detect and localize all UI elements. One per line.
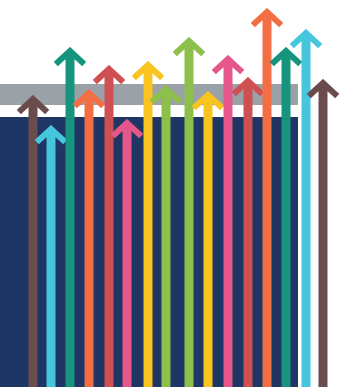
arrow-red-1 xyxy=(92,64,126,387)
arrow-teal-2 xyxy=(269,46,303,387)
arrow-pink-2-head xyxy=(211,54,245,75)
arrow-red-1-shaft xyxy=(104,70,114,387)
arrow-orange-1-head xyxy=(72,88,106,109)
arrow-brown-2-head xyxy=(306,78,340,99)
arrow-orange-2 xyxy=(250,7,284,387)
arrow-orange-1-shaft xyxy=(84,94,94,387)
arrow-yellow-1-shaft xyxy=(143,66,153,387)
arrow-green-1-head xyxy=(149,84,183,105)
arrow-pink-1-head xyxy=(110,118,144,139)
arrow-red-2-shaft xyxy=(243,82,253,387)
arrow-red-2-head xyxy=(231,76,265,97)
arrow-orange-1 xyxy=(72,88,106,387)
arrow-brown-2 xyxy=(306,78,340,387)
arrow-green-2-shaft xyxy=(184,42,194,387)
arrow-yellow-2-shaft xyxy=(203,96,213,387)
arrows-group xyxy=(16,7,340,387)
arrow-brown-2-shaft xyxy=(318,84,328,387)
arrow-green-1 xyxy=(149,84,183,387)
arrow-yellow-2-head xyxy=(191,90,225,111)
arrow-orange-2-head xyxy=(250,7,284,28)
arrow-red-2 xyxy=(231,76,265,387)
arrow-brown-1-shaft xyxy=(28,100,38,387)
arrow-cyan-2 xyxy=(289,28,323,387)
arrow-green-1-shaft xyxy=(161,90,171,387)
arrow-cyan-2-shaft xyxy=(301,34,311,387)
arrow-yellow-1 xyxy=(131,60,165,387)
arrow-cyan-1-shaft xyxy=(46,130,56,387)
arrow-pink-2 xyxy=(211,54,245,387)
arrow-red-1-head xyxy=(92,64,126,85)
arrow-cyan-2-head xyxy=(289,28,323,49)
arrow-pink-1 xyxy=(110,118,144,387)
arrow-teal-2-head xyxy=(269,46,303,67)
arrow-teal-1-shaft xyxy=(65,52,75,387)
arrow-pink-1-shaft xyxy=(122,124,132,387)
arrow-brown-1-head xyxy=(16,94,50,115)
arrow-pink-2-shaft xyxy=(223,60,233,387)
arrow-yellow-1-head xyxy=(131,60,165,81)
arrow-teal-1 xyxy=(53,46,87,387)
arrow-yellow-2 xyxy=(191,90,225,387)
arrow-orange-2-shaft xyxy=(262,13,272,387)
arrow-brown-1 xyxy=(16,94,50,387)
arrow-cyan-1-head xyxy=(34,124,68,145)
arrow-green-2-head xyxy=(172,36,206,57)
arrow-cyan-1 xyxy=(34,124,68,387)
arrow-teal-1-head xyxy=(53,46,87,67)
arrow-green-2 xyxy=(172,36,206,387)
arrow-teal-2-shaft xyxy=(281,52,291,387)
